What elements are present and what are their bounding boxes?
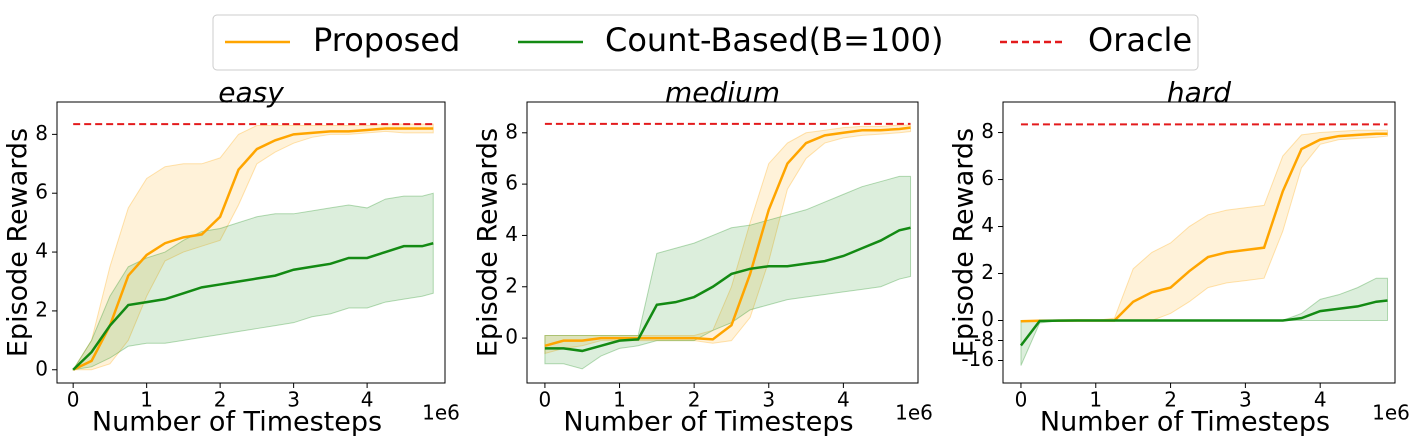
legend-box	[212, 14, 1199, 71]
x-axis-label: Number of Timesteps	[563, 407, 853, 438]
chart-title: hard	[1167, 76, 1231, 109]
x-axis-label: Number of Timesteps	[1040, 407, 1330, 438]
y-tick-label: 4	[505, 222, 518, 246]
x-tick-label: 0	[1015, 388, 1028, 412]
y-tick-label: 0	[35, 356, 48, 380]
y-tick-label: 0	[505, 325, 518, 349]
x-tick-label: 1	[1089, 388, 1102, 412]
x-axis-label: Number of Timesteps	[92, 407, 382, 438]
series-line	[544, 226, 911, 353]
y-axis-label: Episode Rewards	[949, 128, 980, 357]
series-line	[1019, 299, 1388, 347]
plot-frame	[526, 101, 919, 384]
x-tick-label: 3	[287, 388, 300, 412]
x-offset-label: 1e6	[1372, 401, 1410, 425]
y-tick-label: 0	[981, 307, 994, 331]
legend-label: Proposed	[313, 21, 460, 59]
series-line	[72, 127, 434, 371]
plot-frame	[1002, 101, 1396, 384]
x-tick-label: 4	[361, 388, 374, 412]
x-tick-label: 1	[140, 388, 153, 412]
chart-title: easy	[218, 76, 284, 109]
y-tick-label: 2	[505, 273, 518, 297]
y-tick-label: 6	[505, 171, 518, 195]
y-tick-label: 8	[981, 119, 994, 143]
y-axis-label: Episode Rewards	[473, 128, 504, 357]
chart-title: medium	[665, 76, 780, 109]
x-tick-label: 2	[688, 388, 701, 412]
x-tick-label: 2	[214, 388, 227, 412]
y-tick-label: -16	[961, 347, 994, 371]
x-tick-label: 4	[1314, 388, 1327, 412]
x-offset-label: 1e6	[895, 401, 933, 425]
y-tick-label: 4	[981, 213, 994, 237]
x-tick-label: 4	[837, 388, 850, 412]
y-tick-label: 2	[35, 297, 48, 321]
legend-label: Count-Based(B=100)	[605, 21, 943, 59]
x-tick-label: 1	[613, 388, 626, 412]
error-band	[544, 124, 912, 355]
y-tick-label: 8	[505, 119, 518, 143]
x-tick-label: 3	[1239, 388, 1252, 412]
x-tick-label: 0	[539, 388, 552, 412]
y-tick-label: -8	[974, 327, 994, 351]
x-tick-label: 2	[1164, 388, 1177, 412]
y-tick-label: 6	[35, 180, 48, 204]
x-offset-label: 1e6	[422, 401, 460, 425]
error-band	[1020, 277, 1389, 366]
plot-frame	[56, 101, 446, 384]
y-tick-label: 2	[981, 260, 994, 284]
error-band	[1020, 129, 1389, 323]
y-tick-label: 6	[981, 166, 994, 190]
series-line	[72, 242, 434, 371]
y-axis-label: Episode Rewards	[3, 128, 34, 357]
x-tick-label: 0	[67, 388, 80, 412]
legend-label: Oracle	[1088, 21, 1192, 59]
y-tick-label: 4	[35, 239, 48, 263]
x-tick-label: 3	[762, 388, 775, 412]
error-band	[544, 175, 912, 370]
series-line	[544, 126, 911, 347]
y-tick-label: 8	[35, 121, 48, 145]
